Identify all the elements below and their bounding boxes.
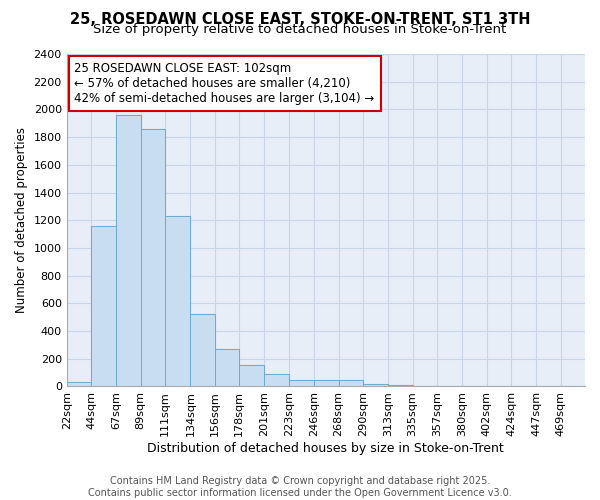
- X-axis label: Distribution of detached houses by size in Stoke-on-Trent: Distribution of detached houses by size …: [148, 442, 504, 455]
- Text: 25, ROSEDAWN CLOSE EAST, STOKE-ON-TRENT, ST1 3TH: 25, ROSEDAWN CLOSE EAST, STOKE-ON-TRENT,…: [70, 12, 530, 28]
- Text: 25 ROSEDAWN CLOSE EAST: 102sqm
← 57% of detached houses are smaller (4,210)
42% : 25 ROSEDAWN CLOSE EAST: 102sqm ← 57% of …: [74, 62, 374, 106]
- Text: Contains HM Land Registry data © Crown copyright and database right 2025.
Contai: Contains HM Land Registry data © Crown c…: [88, 476, 512, 498]
- Y-axis label: Number of detached properties: Number of detached properties: [15, 127, 28, 313]
- Text: Size of property relative to detached houses in Stoke-on-Trent: Size of property relative to detached ho…: [94, 22, 506, 36]
